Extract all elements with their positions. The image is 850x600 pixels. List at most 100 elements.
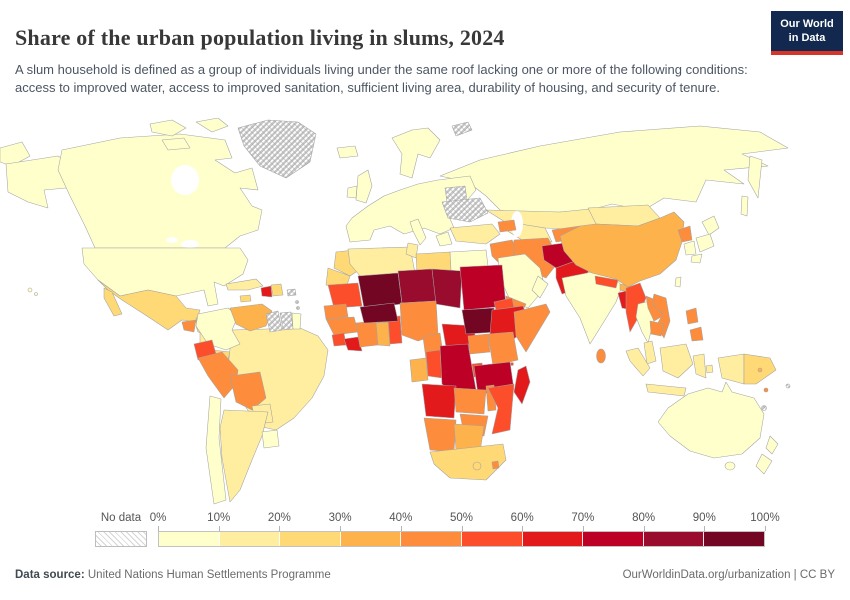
- country-bolivia[interactable]: [229, 371, 267, 411]
- country-canada[interactable]: [57, 133, 263, 249]
- country-united-kingdom[interactable]: [355, 169, 373, 204]
- country-lesotho[interactable]: [472, 461, 482, 471]
- country-svalbard[interactable]: [451, 121, 473, 137]
- country-niger[interactable]: [397, 268, 437, 304]
- country-congo[interactable]: [425, 349, 443, 379]
- country-uganda[interactable]: [467, 333, 491, 355]
- country-vanuatu[interactable]: [763, 387, 769, 393]
- country-canada[interactable]: [195, 118, 229, 133]
- country-canada[interactable]: [161, 137, 191, 151]
- country-eswatini[interactable]: [491, 460, 500, 470]
- country-chad[interactable]: [431, 268, 463, 309]
- country-fiji[interactable]: [785, 383, 791, 389]
- country-mauritania[interactable]: [327, 282, 363, 309]
- country-venezuela[interactable]: [229, 303, 273, 332]
- country-mexico[interactable]: [97, 279, 201, 331]
- country-kenya[interactable]: [487, 331, 519, 367]
- country-australia[interactable]: [657, 381, 765, 459]
- country-jamaica[interactable]: [239, 294, 252, 303]
- country-liberia[interactable]: [343, 336, 363, 352]
- country-mozambique[interactable]: [487, 383, 515, 435]
- legend-segment-70-80%[interactable]: [583, 532, 644, 546]
- legend-segment-20-30%[interactable]: [280, 532, 341, 546]
- country-ukraine[interactable]: [441, 197, 489, 223]
- country-ghana[interactable]: [375, 321, 391, 347]
- country-solomon-islands[interactable]: [757, 367, 763, 373]
- country-oman[interactable]: [531, 275, 549, 299]
- country-taiwan[interactable]: [674, 276, 682, 288]
- country-gabon[interactable]: [409, 357, 429, 383]
- country-new-zealand[interactable]: [755, 453, 773, 475]
- country-zambia[interactable]: [453, 387, 487, 415]
- country-russia[interactable]: [747, 155, 763, 199]
- credit-link[interactable]: OurWorldinData.org/urbanization | CC BY: [622, 569, 835, 581]
- country-mali[interactable]: [357, 272, 403, 309]
- country-ireland[interactable]: [346, 185, 358, 199]
- country-angola[interactable]: [421, 383, 457, 419]
- country-japan[interactable]: [690, 253, 703, 264]
- country-south-korea[interactable]: [683, 240, 697, 256]
- country-new-zealand[interactable]: [765, 435, 779, 455]
- country-russia[interactable]: [439, 125, 789, 219]
- country-united-states[interactable]: [27, 287, 33, 293]
- country-suriname[interactable]: [279, 311, 294, 331]
- country-australia[interactable]: [724, 461, 736, 471]
- country-europe-most-countries-[interactable]: [435, 231, 453, 247]
- country-namibia[interactable]: [423, 417, 457, 453]
- country-new-caledonia[interactable]: [761, 405, 767, 411]
- legend-segment-90-100%[interactable]: [704, 532, 764, 546]
- country-indonesia[interactable]: [717, 353, 745, 385]
- country-turkey[interactable]: [449, 223, 501, 245]
- country-madagascar[interactable]: [513, 365, 531, 405]
- country-indonesia[interactable]: [625, 347, 651, 377]
- legend-no-data[interactable]: No data: [95, 512, 147, 547]
- country-south-africa[interactable]: [429, 443, 507, 481]
- owid-logo[interactable]: Our World in Data: [771, 11, 843, 55]
- legend-segment-80-90%[interactable]: [643, 532, 705, 546]
- country-philippines[interactable]: [685, 307, 699, 325]
- country-comoros[interactable]: [510, 362, 514, 366]
- country-nepal[interactable]: [594, 275, 619, 289]
- country-malaysia[interactable]: [643, 340, 657, 365]
- country-puerto-rico[interactable]: [286, 288, 297, 297]
- country-russia[interactable]: [740, 195, 749, 217]
- country-indonesia[interactable]: [705, 364, 714, 374]
- country-japan[interactable]: [695, 233, 715, 253]
- country-burkina-faso[interactable]: [359, 302, 399, 324]
- country-russia[interactable]: [0, 141, 31, 167]
- country-french-guiana[interactable]: [291, 312, 302, 330]
- country-chile[interactable]: [205, 395, 227, 505]
- legend-no-data-swatch[interactable]: [95, 531, 147, 547]
- country-argentina[interactable]: [219, 409, 269, 503]
- country-europe-most-countries-[interactable]: [409, 218, 427, 246]
- country-cuba[interactable]: [225, 278, 264, 291]
- legend-segment-10-20%[interactable]: [219, 532, 281, 546]
- country-guinea[interactable]: [325, 316, 359, 336]
- country-senegal[interactable]: [323, 303, 349, 320]
- country-canada[interactable]: [149, 119, 187, 137]
- country-fiji[interactable]: [295, 300, 299, 304]
- country-cote-d-ivoire[interactable]: [355, 320, 379, 348]
- country-dominican-republic[interactable]: [270, 283, 284, 297]
- country-japan[interactable]: [701, 215, 720, 236]
- country-united-states[interactable]: [34, 292, 38, 296]
- country-guatemala[interactable]: [181, 319, 197, 333]
- country-haiti[interactable]: [260, 285, 273, 298]
- legend-segment-60-70%[interactable]: [522, 532, 584, 546]
- legend-segment-50-60%[interactable]: [461, 532, 523, 546]
- legend-segment-40-50%[interactable]: [401, 532, 462, 546]
- country-guyana[interactable]: [265, 310, 283, 333]
- country-cambodia[interactable]: [649, 320, 665, 337]
- country-uruguay[interactable]: [261, 429, 280, 449]
- country-fiji[interactable]: [296, 306, 300, 310]
- country-indonesia[interactable]: [692, 353, 707, 379]
- legend-segment-30-40%[interactable]: [340, 532, 402, 546]
- country-mexico[interactable]: [103, 287, 123, 317]
- country-north-korea[interactable]: [677, 225, 693, 243]
- country-indonesia[interactable]: [659, 343, 694, 379]
- country-caucasus-georgia-armenia-azerbaijan-[interactable]: [497, 219, 517, 233]
- country-indonesia[interactable]: [645, 383, 687, 397]
- country-china[interactable]: [559, 211, 685, 288]
- country-philippines[interactable]: [689, 326, 704, 342]
- country-europe-most-countries-[interactable]: [391, 127, 441, 179]
